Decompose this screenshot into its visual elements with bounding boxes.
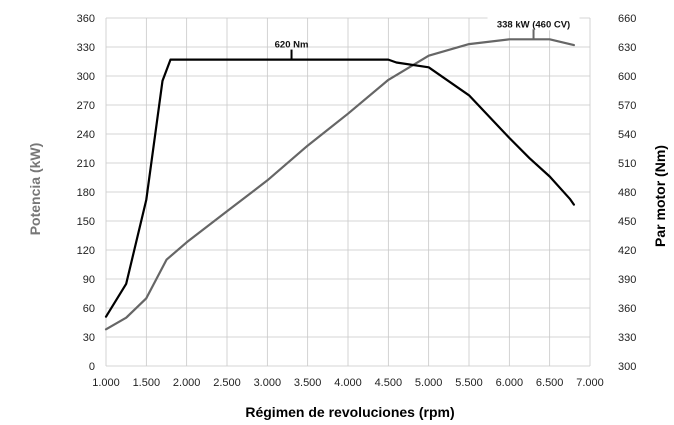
- y-axis-right-title: Par motor (Nm): [652, 145, 668, 247]
- y-left-tick-label: 210: [77, 158, 95, 170]
- x-tick-label: 5.500: [455, 377, 483, 389]
- y-right-tick-label: 630: [618, 42, 636, 54]
- y-axis-left-title: Potencia (kW): [27, 143, 43, 236]
- x-tick-label: 4.500: [375, 377, 403, 389]
- annotations: 620 Nm 338 kW (460 CV): [275, 17, 580, 60]
- y-right-tick-label: 600: [618, 71, 636, 83]
- x-tick-label: 2.000: [173, 377, 201, 389]
- annotation-label: 338 kW (460 CV): [497, 19, 570, 30]
- x-axis-title: Régimen de revoluciones (rpm): [245, 404, 454, 420]
- y-right-tick-label: 540: [618, 129, 636, 141]
- x-tick-label: 7.000: [576, 377, 604, 389]
- annotation-label: 620 Nm: [275, 40, 309, 51]
- x-tick-label: 3.000: [254, 377, 282, 389]
- y-left-tick-label: 60: [83, 303, 95, 315]
- power-line: [104, 38, 576, 331]
- y-right-tick-label: 330: [618, 332, 636, 344]
- y-right-tick-label: 510: [618, 158, 636, 170]
- y-right-tick-label: 660: [618, 13, 636, 25]
- y-left-tick-label: 360: [77, 13, 95, 25]
- y-right-tick-label: 390: [618, 274, 636, 286]
- y-right-tick-label: 360: [618, 303, 636, 315]
- y-left-tick-label: 330: [77, 42, 95, 54]
- x-tick-label: 1.000: [92, 377, 120, 389]
- x-tick-label: 4.000: [334, 377, 362, 389]
- annotation-label-bg: [487, 17, 580, 31]
- torque-line: [104, 58, 576, 318]
- grid: [105, 17, 591, 367]
- y-right-tick-label: 420: [618, 245, 636, 257]
- x-tick-label: 5.000: [415, 377, 443, 389]
- series-lines: [104, 38, 576, 331]
- y-left-tick-label: 120: [77, 245, 95, 257]
- y-right-tick-label: 300: [618, 361, 636, 373]
- x-tick-label: 1.500: [133, 377, 161, 389]
- x-tick-label: 6.500: [536, 377, 564, 389]
- y-left-tick-label: 300: [77, 71, 95, 83]
- y-right-tick-label: 570: [618, 100, 636, 112]
- y-left-tick-label: 30: [83, 332, 95, 344]
- y-right-tick-label: 450: [618, 216, 636, 228]
- y-left-tick-label: 0: [89, 361, 95, 373]
- x-tick-label: 3.500: [294, 377, 322, 389]
- tick-labels: 0 300 30 330 60 360 90 390 120 420 150 450 180 480 210…: [77, 13, 637, 389]
- y-left-tick-label: 180: [77, 187, 95, 199]
- y-left-tick-label: 90: [83, 274, 95, 286]
- y-left-tick-label: 270: [77, 100, 95, 112]
- x-tick-label: 2.500: [213, 377, 241, 389]
- x-tick-label: 6.000: [496, 377, 524, 389]
- y-left-tick-label: 150: [77, 216, 95, 228]
- y-right-tick-label: 480: [618, 187, 636, 199]
- y-left-tick-label: 240: [77, 129, 95, 141]
